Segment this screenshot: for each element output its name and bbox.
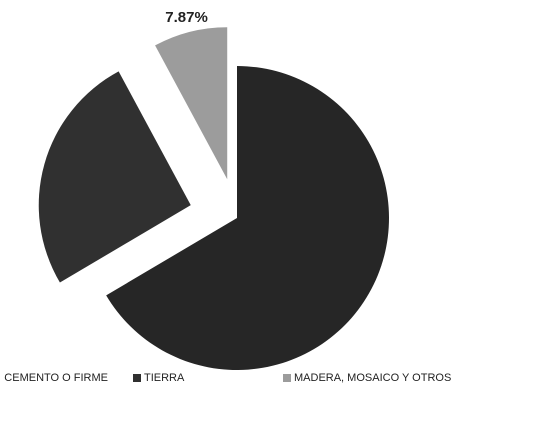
value-label: 7.87% (165, 9, 208, 26)
legend-swatch (133, 374, 141, 382)
legend-label: MADERA, MOSAICO Y OTROS (294, 372, 451, 384)
pie-slice (106, 66, 390, 371)
legend-swatch (283, 374, 291, 382)
pie-slice (155, 27, 228, 180)
legend-label: TIERRA (144, 372, 185, 384)
pie-slice (38, 71, 191, 283)
legend-label: CEMENTO O FIRME (4, 372, 108, 384)
